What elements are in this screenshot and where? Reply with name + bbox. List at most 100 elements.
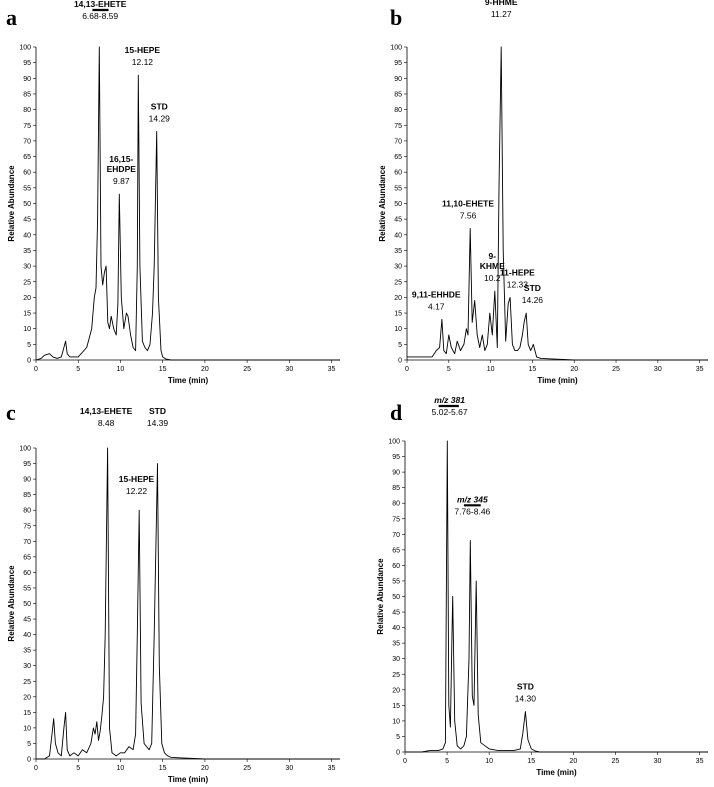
y-tick-label: 95 xyxy=(392,454,400,461)
y-tick-label: 0 xyxy=(396,750,400,757)
y-tick-label: 40 xyxy=(392,625,400,632)
y-tick-label: 50 xyxy=(394,201,402,208)
y-tick-label: 35 xyxy=(392,641,400,648)
y-tick-label: 60 xyxy=(23,170,31,177)
y-tick-label: 20 xyxy=(394,295,402,302)
y-tick-label: 90 xyxy=(392,470,400,477)
y-tick-label: 75 xyxy=(394,123,402,130)
x-tick-label: 35 xyxy=(696,758,704,765)
chart-panel-a: a051015202530354045505560657075808590951… xyxy=(6,0,340,385)
y-tick-label: 90 xyxy=(23,76,31,83)
y-tick-label: 100 xyxy=(19,45,31,52)
y-tick-label: 10 xyxy=(394,326,402,333)
y-tick-label: 45 xyxy=(392,610,400,617)
y-tick-label: 75 xyxy=(392,516,400,523)
x-axis-title: Time (min) xyxy=(168,775,209,784)
y-tick-label: 75 xyxy=(23,123,31,130)
x-tick-label: 5 xyxy=(447,366,451,373)
peak-retention-time: 7.56 xyxy=(460,211,477,221)
chart-panel-c: c051015202530354045505560657075808590951… xyxy=(6,400,340,784)
peak-label: EHDPE xyxy=(107,164,137,174)
x-tick-label: 10 xyxy=(485,758,493,765)
peak-label: 11,10-EHETE xyxy=(442,199,494,209)
x-tick-label: 35 xyxy=(696,366,704,373)
peak-retention-time: 7.76-8.46 xyxy=(454,506,490,516)
x-tick-label: 25 xyxy=(612,366,620,373)
x-tick-label: 20 xyxy=(570,366,578,373)
x-tick-label: 15 xyxy=(529,366,537,373)
peak-label: KHME xyxy=(480,261,505,271)
y-tick-label: 40 xyxy=(23,632,31,639)
y-tick-label: 65 xyxy=(392,547,400,554)
y-tick-label: 100 xyxy=(19,446,31,453)
y-tick-label: 25 xyxy=(394,279,402,286)
y-tick-label: 30 xyxy=(23,663,31,670)
x-tick-label: 35 xyxy=(328,366,336,373)
peak-label: 15-HEPE xyxy=(119,474,155,484)
y-tick-label: 45 xyxy=(23,617,31,624)
y-tick-label: 15 xyxy=(23,710,31,717)
x-tick-label: 30 xyxy=(285,366,293,373)
y-tick-label: 60 xyxy=(23,570,31,577)
x-tick-label: 20 xyxy=(569,758,577,765)
y-tick-label: 10 xyxy=(23,725,31,732)
y-tick-label: 55 xyxy=(394,185,402,192)
series-line xyxy=(35,46,340,361)
x-axis-title: Time (min) xyxy=(537,376,578,385)
y-tick-label: 50 xyxy=(23,201,31,208)
y-tick-label: 0 xyxy=(27,757,31,764)
y-tick-label: 90 xyxy=(23,477,31,484)
peak-label: STD xyxy=(517,682,534,692)
peak-retention-time: 5.02-5.67 xyxy=(432,407,468,417)
y-tick-label: 75 xyxy=(23,523,31,530)
y-tick-label: 90 xyxy=(394,76,402,83)
y-tick-label: 70 xyxy=(23,138,31,145)
x-tick-label: 15 xyxy=(159,366,167,373)
x-tick-label: 25 xyxy=(612,758,620,765)
x-axis-title: Time (min) xyxy=(536,768,577,777)
x-tick-label: 15 xyxy=(527,758,535,765)
peak-label: STD xyxy=(151,102,168,112)
peak-label: 9-HHME xyxy=(485,0,518,7)
y-tick-label: 85 xyxy=(394,91,402,98)
y-tick-label: 25 xyxy=(392,672,400,679)
y-tick-label: 85 xyxy=(23,492,31,499)
y-tick-label: 95 xyxy=(394,60,402,67)
y-tick-label: 35 xyxy=(23,648,31,655)
y-tick-label: 20 xyxy=(23,694,31,701)
x-tick-label: 5 xyxy=(76,366,80,373)
y-tick-label: 35 xyxy=(394,248,402,255)
y-tick-label: 65 xyxy=(23,554,31,561)
x-tick-label: 15 xyxy=(159,765,167,772)
peak-retention-time: 14.29 xyxy=(149,114,171,124)
x-tick-label: 20 xyxy=(201,366,209,373)
peak-retention-time: 12.12 xyxy=(132,57,154,67)
y-tick-label: 50 xyxy=(23,601,31,608)
y-tick-label: 95 xyxy=(23,60,31,67)
y-tick-label: 80 xyxy=(392,501,400,508)
y-axis-title: Relative Abundance xyxy=(7,565,16,642)
series-line xyxy=(405,440,708,753)
peak-retention-time: 4.17 xyxy=(428,301,445,311)
peak-label: 9- xyxy=(489,251,497,261)
y-tick-label: 100 xyxy=(388,439,400,446)
y-tick-label: 100 xyxy=(390,45,402,52)
y-tick-label: 95 xyxy=(23,461,31,468)
y-tick-label: 55 xyxy=(392,578,400,585)
peak-retention-time: 14.39 xyxy=(147,418,169,428)
peak-label: m/z 345 xyxy=(457,494,488,504)
x-tick-label: 10 xyxy=(117,366,125,373)
peak-label: 14,13-EHETE xyxy=(80,406,133,416)
y-tick-label: 60 xyxy=(392,563,400,570)
y-tick-label: 10 xyxy=(23,326,31,333)
y-tick-label: 70 xyxy=(394,138,402,145)
chart-panel-b: b051015202530354045505560657075808590951… xyxy=(378,0,708,385)
x-tick-label: 30 xyxy=(285,765,293,772)
y-tick-label: 55 xyxy=(23,185,31,192)
y-tick-label: 40 xyxy=(23,232,31,239)
y-tick-label: 15 xyxy=(394,311,402,318)
y-tick-label: 70 xyxy=(392,532,400,539)
y-tick-label: 25 xyxy=(23,279,31,286)
peak-label: m/z 381 xyxy=(434,395,465,405)
peak-retention-time: 14.26 xyxy=(522,295,544,305)
